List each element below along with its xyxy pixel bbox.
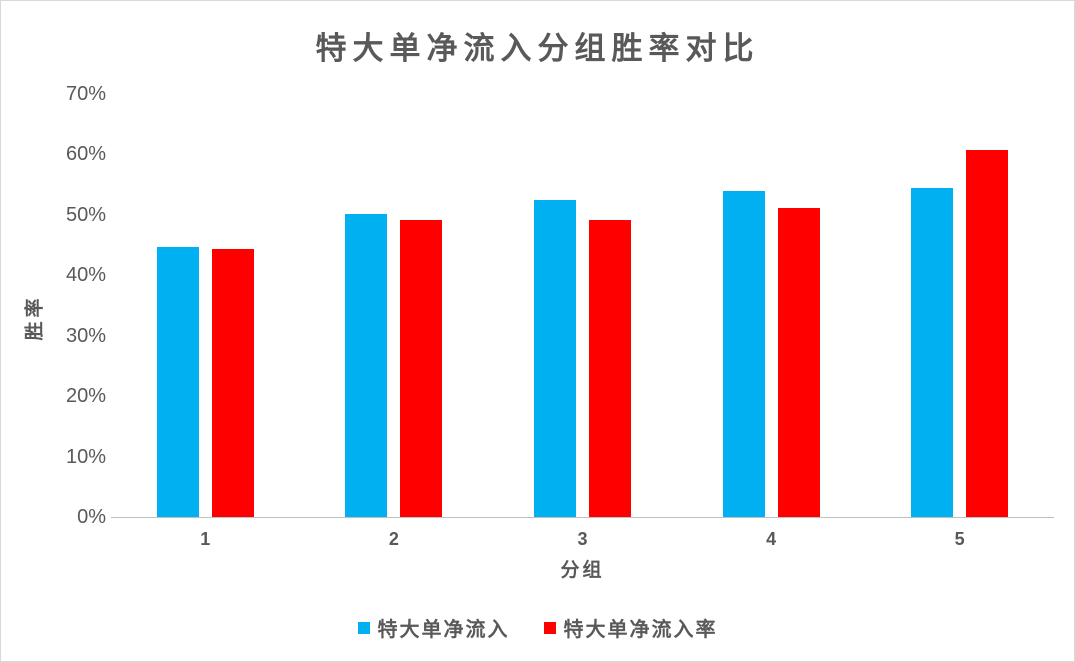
legend-label: 特大单净流入 <box>377 619 510 641</box>
legend-item: 特大单净流入 <box>357 613 510 642</box>
bar <box>777 207 820 517</box>
legend-swatch-icon <box>357 621 370 634</box>
y-axis-tick-label: 40% <box>65 264 106 287</box>
plot-area <box>111 94 1054 518</box>
y-axis-tick-label: 60% <box>65 143 106 166</box>
y-axis-tick-label: 20% <box>65 385 106 408</box>
x-axis-tick-label: 3 <box>577 529 588 549</box>
chart-title: 特大单净流入分组胜率对比 <box>315 31 760 66</box>
legend-swatch-icon <box>543 621 556 634</box>
x-axis-tick-label: 5 <box>954 529 965 549</box>
legend: 特大单净流入 特大单净流入率 <box>1 613 1074 642</box>
legend-item: 特大单净流入率 <box>543 613 718 642</box>
y-axis-title: 胜率 <box>24 294 46 341</box>
x-axis-tick-label: 4 <box>766 529 777 549</box>
y-axis-tick-label: 70% <box>65 83 106 105</box>
bar <box>722 191 765 517</box>
bar <box>211 249 254 517</box>
y-axis-tick-label: 10% <box>65 445 106 468</box>
bar <box>400 220 443 517</box>
x-axis-tick-label: 2 <box>388 529 399 549</box>
x-axis-tick-label: 1 <box>200 529 211 549</box>
legend-label: 特大单净流入率 <box>563 619 718 641</box>
bar <box>911 187 954 517</box>
bar <box>156 246 199 517</box>
y-axis-tick-label: 50% <box>65 203 106 226</box>
y-axis-tick-label: 30% <box>65 324 106 347</box>
y-axis-tick-label: 0% <box>77 506 106 528</box>
bar <box>345 214 388 517</box>
x-axis-title: 分组 <box>560 560 605 581</box>
bar <box>534 199 576 517</box>
bar <box>966 150 1009 517</box>
bar <box>589 220 631 517</box>
